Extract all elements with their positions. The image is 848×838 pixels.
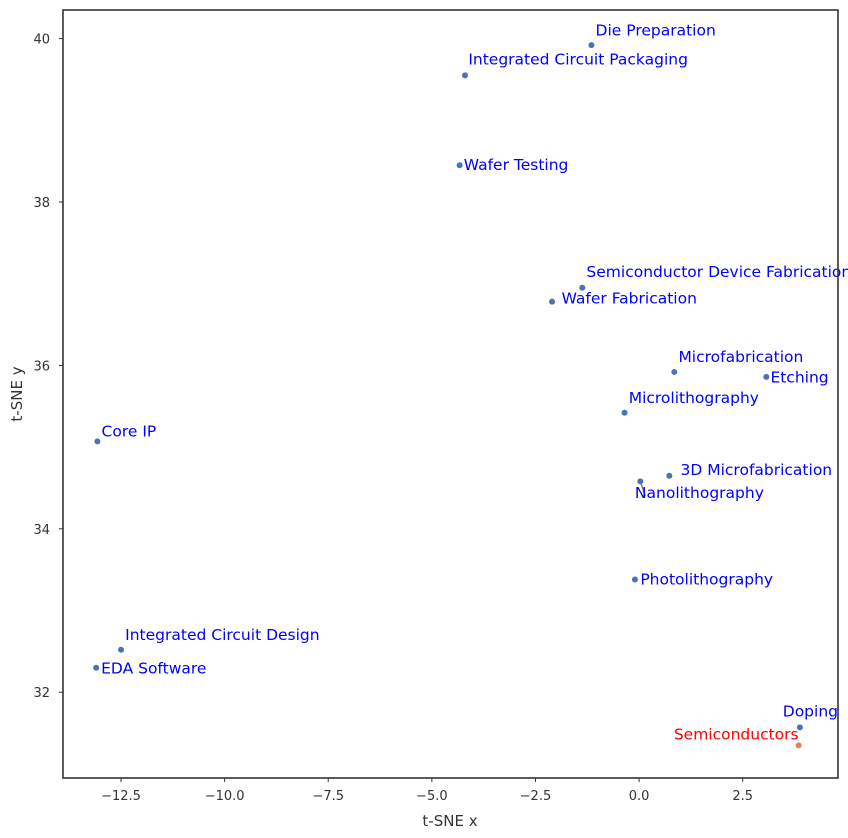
point-etching [763,373,770,380]
point-label-integrated-circuit-design: Integrated Circuit Design [125,626,319,644]
x-tick-label: −7.5 [312,789,344,804]
point-integrated-circuit-design [118,646,125,653]
point-label-etching: Etching [770,369,828,387]
y-axis-label: t-SNE y [8,366,26,421]
point-label-nanolithography: Nanolithography [635,484,764,502]
point-semiconductors [795,742,802,749]
x-axis-ticks: −12.5 −10.0 −7.5 −5.0 −2.5 0.0 2.5 [101,778,753,804]
point-label-3d-microfabrication: 3D Microfabrication [681,461,833,479]
point-label-microlithography: Microlithography [629,389,759,407]
point-label-eda-software: EDA Software [101,659,206,677]
y-axis-ticks: 32 34 36 38 40 [33,33,63,701]
point-die-preparation [588,42,595,49]
point-labels: Die Preparation Integrated Circuit Packag… [101,21,848,743]
point-label-wafer-testing: Wafer Testing [464,156,569,174]
y-tick-label: 40 [33,33,50,48]
point-wafer-testing [456,162,463,169]
x-tick-label: 2.5 [732,789,753,804]
point-photolithography [631,576,638,583]
point-label-doping: Doping [783,703,838,721]
point-eda-software [93,664,100,671]
point-doping [796,724,803,731]
point-label-core-ip: Core IP [102,422,157,440]
x-axis-label: t-SNE x [422,812,477,830]
point-microfabrication [671,368,678,375]
point-semiconductor-device-fabrication [579,284,586,291]
point-nanolithography [637,478,644,485]
point-3d-microfabrication [666,472,673,479]
point-label-semiconductors: Semiconductors [674,726,799,744]
y-tick-label: 38 [33,196,50,211]
plot-frame [62,9,839,779]
y-tick-label: 34 [33,523,50,538]
x-tick-label: −2.5 [520,789,552,804]
point-core-ip [94,438,101,445]
plot-area [63,10,838,778]
data-points [93,42,803,749]
point-label-photolithography: Photolithography [640,570,773,588]
x-tick-label: 0.0 [629,789,650,804]
point-wafer-fabrication [549,298,556,305]
y-tick-label: 32 [33,686,50,701]
x-tick-label: −5.0 [416,789,448,804]
point-integrated-circuit-packaging [462,72,469,79]
point-microlithography [621,409,628,416]
x-tick-label: −10.0 [205,789,245,804]
x-tick-label: −12.5 [101,789,141,804]
point-label-microfabrication: Microfabrication [678,348,803,366]
point-label-semiconductor-device-fabrication: Semiconductor Device Fabrication [586,263,848,281]
point-label-integrated-circuit-packaging: Integrated Circuit Packaging [468,51,688,69]
y-tick-label: 36 [33,359,50,374]
point-label-die-preparation: Die Preparation [596,21,716,39]
point-label-wafer-fabrication: Wafer Fabrication [562,289,697,307]
